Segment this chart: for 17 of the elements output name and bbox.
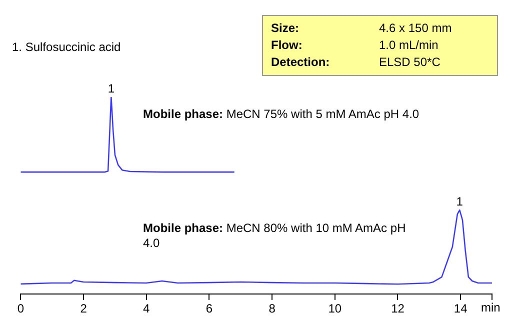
text: Size: 4.6 x 150 mm — [271, 21, 452, 35]
x-tick-label: 6 — [206, 302, 213, 316]
x-tick-label: 4 — [143, 302, 150, 316]
x-tick-label: 2 — [80, 302, 88, 316]
text: Flow: 1.0 mL/min — [271, 38, 438, 52]
text: Detection: ELSD 50*C — [271, 55, 440, 69]
x-axis-title: min — [481, 300, 500, 314]
annotation: 1 — [108, 81, 115, 96]
x-tick-label: 8 — [268, 302, 276, 316]
x-tick-label: 0 — [17, 302, 24, 316]
x-tick-label: 14 — [454, 302, 468, 316]
annotation: 1 — [456, 194, 464, 208]
annotation: Mobile phase: MeCN 75% with 5 mM AmAc pH 4.0 — [143, 107, 420, 121]
x-tick-label: 12 — [391, 302, 405, 316]
x-tick-label: 10 — [328, 302, 342, 316]
text: 1. Sulfosuccinic acid — [12, 40, 121, 54]
text: Mobile phase: MeCN 80% with 10 mM AmAc pH 4.0 — [143, 221, 406, 250]
